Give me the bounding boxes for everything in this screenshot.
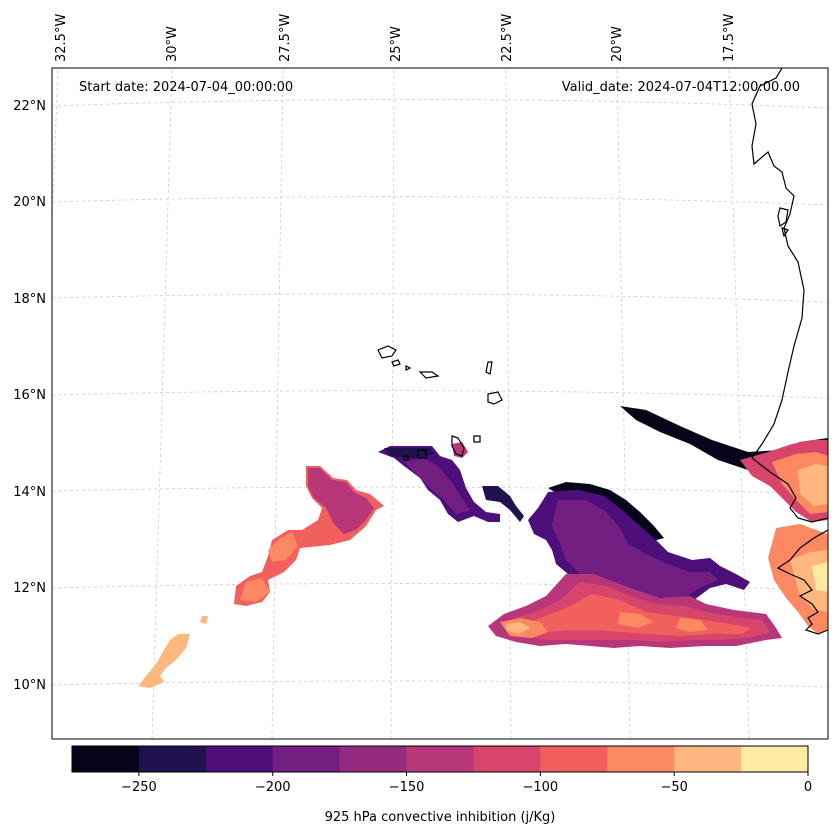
colorbar-swatch [607,746,675,772]
colorbar-ticks: −250 −200 −150 −100 −50 0 [121,772,812,795]
island-boa-vista [487,391,503,405]
coast-lower [776,529,828,635]
colorbar-tick-label: 0 [804,780,812,795]
island-santo-antao [377,345,397,359]
island-fogo [417,449,427,459]
gridline-lat-10n [52,680,828,688]
colorbar-tick-label: −200 [255,780,291,795]
lon-label-17-5w: 17.5°W [722,14,737,62]
colorbar-outline [71,745,809,773]
latitude-labels: 22°N 20°N 18°N 16°N 14°N 12°N 10°N [13,99,46,693]
colorbar-swatch [674,746,742,772]
colorbar-swatches [72,746,809,772]
west-africa-coastline [751,68,828,523]
gridline-lat-22n [52,99,828,109]
lat-label-20n: 20°N [13,195,46,210]
island-santiago [451,435,465,457]
gridline-lat-18n [52,293,828,303]
lat-label-22n: 22°N [13,99,46,114]
island-near-coast-2 [781,227,789,238]
island-maio [473,435,481,443]
valid-date-label: Valid_date: 2024-07-04T12:00:00.00 [562,80,800,95]
gridline-lat-20n [52,196,828,206]
map-panel: Start date: 2024-07-04_00:00:00 Valid_da… [13,14,829,740]
gridline-lat-16n [52,390,828,399]
lat-label-16n: 16°N [13,388,46,403]
colorbar-swatch [272,746,341,772]
cin-region-west-light [268,532,298,562]
gridline-lat-14n [52,486,828,495]
island-near-coast-1 [777,207,789,227]
colorbar-tick-label: −150 [389,780,425,795]
colorbar-label: 925 hPa convective inhibition (j/Kg) [325,810,556,825]
lat-label-14n: 14°N [13,485,46,500]
colorbar: −250 −200 −150 −100 −50 0 925 hPa convective … [71,745,812,825]
island-sao-vicente [391,359,401,367]
cin-region-central-dark [384,448,524,522]
colorbar-swatch [741,746,809,772]
colorbar-swatch [406,746,474,772]
colorbar-swatch [540,746,608,772]
gridline-lat-12n [52,583,828,591]
lon-label-25w: 25°W [389,26,404,62]
coastlines [377,68,828,635]
cin-region-east-light [506,622,530,634]
lon-label-27-5w: 27.5°W [278,14,293,62]
colorbar-swatch [473,746,541,772]
lat-label-10n: 10°N [13,678,46,693]
cin-region-west-tail [138,616,208,688]
island-santa-luzia [405,365,412,371]
map-frame [51,67,829,740]
colorbar-swatch [138,746,207,772]
lat-label-12n: 12°N [13,581,46,596]
cin-region-coast-pale [812,562,828,592]
cin-region-east-peach [500,612,708,638]
lon-label-32-5w: 32.5°W [54,14,69,62]
graticule [52,69,828,739]
lat-label-18n: 18°N [13,292,46,307]
longitude-labels: 32.5°W 30°W 27.5°W 25°W 22.5°W 20°W 17.5… [54,14,737,62]
colorbar-swatch [72,746,140,772]
island-sal [485,361,493,375]
island-brava [403,455,409,461]
colorbar-swatch [205,746,274,772]
island-sao-nicolau [418,371,440,379]
colorbar-swatch [339,746,408,772]
gridline-lon-32-5w [52,69,59,221]
lon-label-30w: 30°W [165,26,180,62]
cin-region-west-tail-dark [240,578,270,602]
cin-region-central-violet [404,458,470,514]
colorbar-tick-label: −250 [121,780,157,795]
cin-contours [138,406,828,688]
lon-label-20w: 20°W [610,26,625,62]
cin-region-west-magenta [308,468,374,534]
colorbar-tick-label: −100 [523,780,559,795]
colorbar-tick-label: −50 [660,780,687,795]
lon-label-22-5w: 22.5°W [500,14,515,62]
start-date-label: Start date: 2024-07-04_00:00:00 [79,80,293,95]
